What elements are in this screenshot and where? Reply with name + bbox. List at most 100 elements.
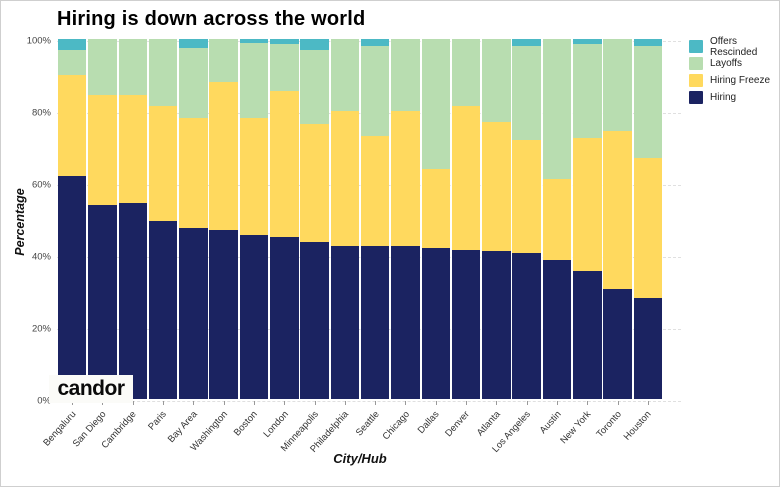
bar-segment-denver-layoffs[interactable] xyxy=(451,39,481,106)
bar-segment-los-angeles-hiring-freeze[interactable] xyxy=(512,139,541,254)
bar-segment-bengaluru-layoffs[interactable] xyxy=(57,49,87,76)
x-tick xyxy=(193,401,195,405)
bar-paris[interactable] xyxy=(148,39,178,399)
bar-segment-houston-hiring[interactable] xyxy=(633,298,663,399)
bar-toronto[interactable] xyxy=(603,39,632,399)
x-tick xyxy=(375,401,377,405)
bar-segment-houston-layoffs[interactable] xyxy=(633,46,663,158)
bar-segment-london-layoffs[interactable] xyxy=(270,44,299,92)
bar-segment-seattle-offers-rescinded[interactable] xyxy=(360,39,390,47)
bar-minneapolis[interactable] xyxy=(300,39,329,399)
bar-atlanta[interactable] xyxy=(482,39,511,399)
bar-boston[interactable] xyxy=(239,39,269,399)
bar-segment-washington-layoffs[interactable] xyxy=(209,39,238,83)
bar-segment-london-offers-rescinded[interactable] xyxy=(270,39,299,45)
bar-los-angeles[interactable] xyxy=(512,39,541,399)
legend-item-hiring[interactable]: Hiring xyxy=(689,89,779,106)
bar-segment-bengaluru-hiring[interactable] xyxy=(57,175,87,399)
bar-segment-minneapolis-offers-rescinded[interactable] xyxy=(300,39,329,50)
bar-segment-bengaluru-offers-rescinded[interactable] xyxy=(57,39,87,50)
bar-segment-minneapolis-layoffs[interactable] xyxy=(300,49,329,124)
bar-segment-boston-hiring-freeze[interactable] xyxy=(239,118,269,236)
bar-segment-toronto-hiring[interactable] xyxy=(603,289,632,399)
bar-cambridge[interactable] xyxy=(118,39,148,399)
bar-segment-philadelphia-hiring[interactable] xyxy=(330,246,360,399)
bar-segment-bay-area-hiring-freeze[interactable] xyxy=(179,118,208,228)
bar-segment-paris-layoffs[interactable] xyxy=(148,39,178,106)
x-tick xyxy=(466,401,468,405)
bar-segment-philadelphia-layoffs[interactable] xyxy=(330,39,360,111)
bar-segment-washington-hiring[interactable] xyxy=(209,229,238,399)
bar-segment-denver-hiring-freeze[interactable] xyxy=(451,105,481,250)
bar-segment-bay-area-layoffs[interactable] xyxy=(179,48,208,119)
bar-segment-dallas-layoffs[interactable] xyxy=(421,39,451,169)
legend-item-layoffs[interactable]: Layoffs xyxy=(689,55,779,72)
bar-denver[interactable] xyxy=(451,39,481,399)
bar-segment-new-york-hiring[interactable] xyxy=(573,271,602,399)
bar-segment-bengaluru-hiring-freeze[interactable] xyxy=(57,75,87,176)
bar-segment-chicago-hiring[interactable] xyxy=(391,246,420,399)
bar-segment-toronto-layoffs[interactable] xyxy=(603,39,632,131)
bar-segment-cambridge-hiring[interactable] xyxy=(118,202,148,399)
bar-segment-boston-hiring[interactable] xyxy=(239,235,269,399)
x-tick-label-london: London xyxy=(261,409,291,440)
bar-seattle[interactable] xyxy=(360,39,390,399)
bar-segment-chicago-layoffs[interactable] xyxy=(391,39,420,111)
bar-segment-new-york-offers-rescinded[interactable] xyxy=(573,39,602,45)
bar-segment-austin-layoffs[interactable] xyxy=(542,39,572,180)
bar-segment-houston-offers-rescinded[interactable] xyxy=(633,39,663,47)
bar-segment-atlanta-hiring[interactable] xyxy=(482,251,511,399)
bar-chicago[interactable] xyxy=(391,39,420,399)
legend-item-hiring-freeze[interactable]: Hiring Freeze xyxy=(689,72,779,89)
bar-segment-seattle-hiring-freeze[interactable] xyxy=(360,136,390,246)
bar-segment-london-hiring[interactable] xyxy=(270,237,299,399)
x-tick xyxy=(405,401,407,405)
bar-segment-austin-hiring[interactable] xyxy=(542,260,572,399)
bar-segment-new-york-layoffs[interactable] xyxy=(573,44,602,139)
bar-segment-cambridge-layoffs[interactable] xyxy=(118,39,148,95)
chart-title: Hiring is down across the world xyxy=(57,8,366,30)
bar-segment-atlanta-layoffs[interactable] xyxy=(482,39,511,122)
bar-segment-bay-area-hiring[interactable] xyxy=(179,228,208,399)
bar-segment-san-diego-hiring[interactable] xyxy=(88,204,117,399)
bar-segment-minneapolis-hiring-freeze[interactable] xyxy=(300,123,329,243)
bar-segment-atlanta-hiring-freeze[interactable] xyxy=(482,121,511,252)
bar-segment-paris-hiring[interactable] xyxy=(148,220,178,399)
bar-segment-seattle-layoffs[interactable] xyxy=(360,46,390,137)
bar-segment-houston-hiring-freeze[interactable] xyxy=(633,157,663,299)
bar-segment-seattle-hiring[interactable] xyxy=(360,246,390,399)
bar-segment-toronto-hiring-freeze[interactable] xyxy=(603,130,632,290)
bar-segment-los-angeles-layoffs[interactable] xyxy=(512,46,541,140)
bar-segment-san-diego-layoffs[interactable] xyxy=(88,39,117,95)
bar-segment-los-angeles-offers-rescinded[interactable] xyxy=(512,39,541,47)
bar-houston[interactable] xyxy=(633,39,663,399)
bar-segment-minneapolis-hiring[interactable] xyxy=(300,242,329,399)
bar-london[interactable] xyxy=(270,39,299,399)
bar-austin[interactable] xyxy=(542,39,572,399)
bar-washington[interactable] xyxy=(209,39,238,399)
bar-segment-dallas-hiring[interactable] xyxy=(421,247,451,399)
bar-segment-paris-hiring-freeze[interactable] xyxy=(148,105,178,221)
bar-segment-boston-offers-rescinded[interactable] xyxy=(239,39,269,43)
bar-segment-new-york-hiring-freeze[interactable] xyxy=(573,138,602,272)
bar-segment-boston-layoffs[interactable] xyxy=(239,42,269,119)
bar-segment-london-hiring-freeze[interactable] xyxy=(270,91,299,237)
bar-new-york[interactable] xyxy=(573,39,602,399)
bar-dallas[interactable] xyxy=(421,39,451,399)
legend-item-offers-rescinded[interactable]: Offers Rescinded xyxy=(689,36,779,58)
bar-segment-denver-hiring[interactable] xyxy=(451,249,481,399)
bar-segment-bay-area-offers-rescinded[interactable] xyxy=(179,39,208,49)
bar-philadelphia[interactable] xyxy=(330,39,360,399)
bar-segment-dallas-hiring-freeze[interactable] xyxy=(421,168,451,248)
bar-segment-washington-hiring-freeze[interactable] xyxy=(209,82,238,230)
bar-segment-chicago-hiring-freeze[interactable] xyxy=(391,111,420,246)
bar-segment-san-diego-hiring-freeze[interactable] xyxy=(88,94,117,205)
x-tick-label-dallas: Dallas xyxy=(416,409,442,436)
bar-san-diego[interactable] xyxy=(88,39,117,399)
bar-segment-philadelphia-hiring-freeze[interactable] xyxy=(330,111,360,246)
bar-segment-austin-hiring-freeze[interactable] xyxy=(542,179,572,261)
bar-segment-cambridge-hiring-freeze[interactable] xyxy=(118,94,148,203)
bar-segment-los-angeles-hiring[interactable] xyxy=(512,253,541,399)
bar-bengaluru[interactable] xyxy=(57,39,87,399)
bar-bay-area[interactable] xyxy=(179,39,208,399)
